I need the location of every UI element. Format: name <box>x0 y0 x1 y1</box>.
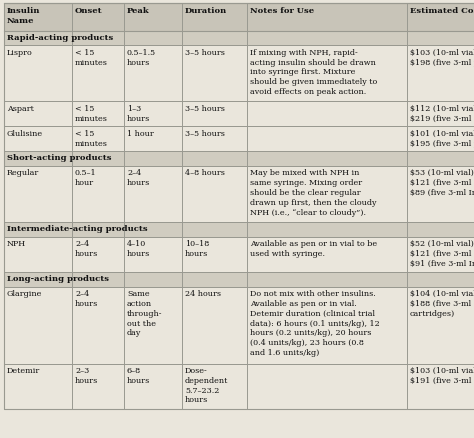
Text: 10–18
hours: 10–18 hours <box>185 240 209 258</box>
Text: 3–5 hours: 3–5 hours <box>185 105 225 113</box>
Text: Intermediate-acting products: Intermediate-acting products <box>7 224 147 232</box>
Text: 2–4
hours: 2–4 hours <box>75 290 98 307</box>
Text: $112 (10-ml vial)
$219 (five 3-ml pen cartridges): $112 (10-ml vial) $219 (five 3-ml pen ca… <box>410 105 474 122</box>
Text: < 15
minutes: < 15 minutes <box>75 49 108 67</box>
Text: Dose-
dependent
5.7–23.2
hours: Dose- dependent 5.7–23.2 hours <box>185 366 228 403</box>
Text: Insulin
Name: Insulin Name <box>7 7 40 25</box>
Text: Estimated Cost: Estimated Cost <box>410 7 474 15</box>
Text: Detemir: Detemir <box>7 366 40 374</box>
Bar <box>4 272 474 287</box>
Text: < 15
minutes: < 15 minutes <box>75 105 108 122</box>
Text: $103 (10-ml vial)
$191 (five 3-ml pen cartridges): $103 (10-ml vial) $191 (five 3-ml pen ca… <box>410 366 474 384</box>
Text: 0.5–1.5
hours: 0.5–1.5 hours <box>127 49 156 67</box>
Text: May be mixed with NPH in
same syringe. Mixing order
should be the clear regular
: May be mixed with NPH in same syringe. M… <box>250 169 376 216</box>
Text: 4–8 hours: 4–8 hours <box>185 169 225 177</box>
Bar <box>4 152 474 166</box>
Text: Notes for Use: Notes for Use <box>250 7 314 15</box>
Text: Glulisine: Glulisine <box>7 129 43 138</box>
Text: 3–5 hours: 3–5 hours <box>185 129 225 138</box>
Bar <box>4 102 474 127</box>
Text: 2–3
hours: 2–3 hours <box>75 366 98 384</box>
Text: Same
action
through-
out the
day: Same action through- out the day <box>127 290 163 337</box>
Text: $103 (10-ml vial)
$198 (five 3-ml pen cartridges): $103 (10-ml vial) $198 (five 3-ml pen ca… <box>410 49 474 67</box>
Bar <box>4 166 474 223</box>
Text: Short-acting products: Short-acting products <box>7 154 111 162</box>
Text: 4–10
hours: 4–10 hours <box>127 240 150 258</box>
Text: $101 (10-ml vial)
$195 (five 3-ml pen cartridges): $101 (10-ml vial) $195 (five 3-ml pen ca… <box>410 129 474 147</box>
Text: 0.5–1
hour: 0.5–1 hour <box>75 169 97 187</box>
Text: 1 hour: 1 hour <box>127 129 154 138</box>
Bar <box>4 237 474 272</box>
Text: 2–4
hours: 2–4 hours <box>75 240 98 258</box>
Text: Onset: Onset <box>75 7 103 15</box>
Text: Lispro: Lispro <box>7 49 33 57</box>
Text: Rapid-acting products: Rapid-acting products <box>7 33 113 42</box>
Text: 1–3
hours: 1–3 hours <box>127 105 150 122</box>
Text: 3–5 hours: 3–5 hours <box>185 49 225 57</box>
Text: Do not mix with other insulins.
Available as pen or in vial.
Detemir duration (c: Do not mix with other insulins. Availabl… <box>250 290 380 356</box>
Text: Available as pen or in vial to be
used with syringe.: Available as pen or in vial to be used w… <box>250 240 377 258</box>
Text: < 15
minutes: < 15 minutes <box>75 129 108 147</box>
Text: Regular: Regular <box>7 169 39 177</box>
Bar <box>4 46 474 102</box>
Bar <box>4 223 474 237</box>
Text: 6–8
hours: 6–8 hours <box>127 366 150 384</box>
Text: $104 (10-ml vial)
$188 (five 3-ml Solostar pen
cartridges): $104 (10-ml vial) $188 (five 3-ml Solost… <box>410 290 474 317</box>
Text: 2–4
hours: 2–4 hours <box>127 169 150 187</box>
Bar <box>4 4 474 32</box>
Text: Aspart: Aspart <box>7 105 34 113</box>
Bar <box>4 364 474 409</box>
Text: If mixing with NPH, rapid-
acting insulin should be drawn
into syringe first. Mi: If mixing with NPH, rapid- acting insuli… <box>250 49 377 96</box>
Text: NPH: NPH <box>7 240 26 247</box>
Bar <box>4 287 474 364</box>
Text: $52 (10-ml vial)
$121 (five 3-ml pen cartridges)
$91 (five 3-ml Innolet cartridg: $52 (10-ml vial) $121 (five 3-ml pen car… <box>410 240 474 267</box>
Text: Peak: Peak <box>127 7 150 15</box>
Text: $53 (10-ml vial)
$121 (five 3-ml pen cartridges)
$89 (five 3-ml Innolet cartridg: $53 (10-ml vial) $121 (five 3-ml pen car… <box>410 169 474 197</box>
Text: 24 hours: 24 hours <box>185 290 221 297</box>
Text: Long-acting products: Long-acting products <box>7 274 109 282</box>
Bar <box>4 32 474 46</box>
Bar <box>4 127 474 152</box>
Text: Glargine: Glargine <box>7 290 42 297</box>
Text: Duration: Duration <box>185 7 227 15</box>
